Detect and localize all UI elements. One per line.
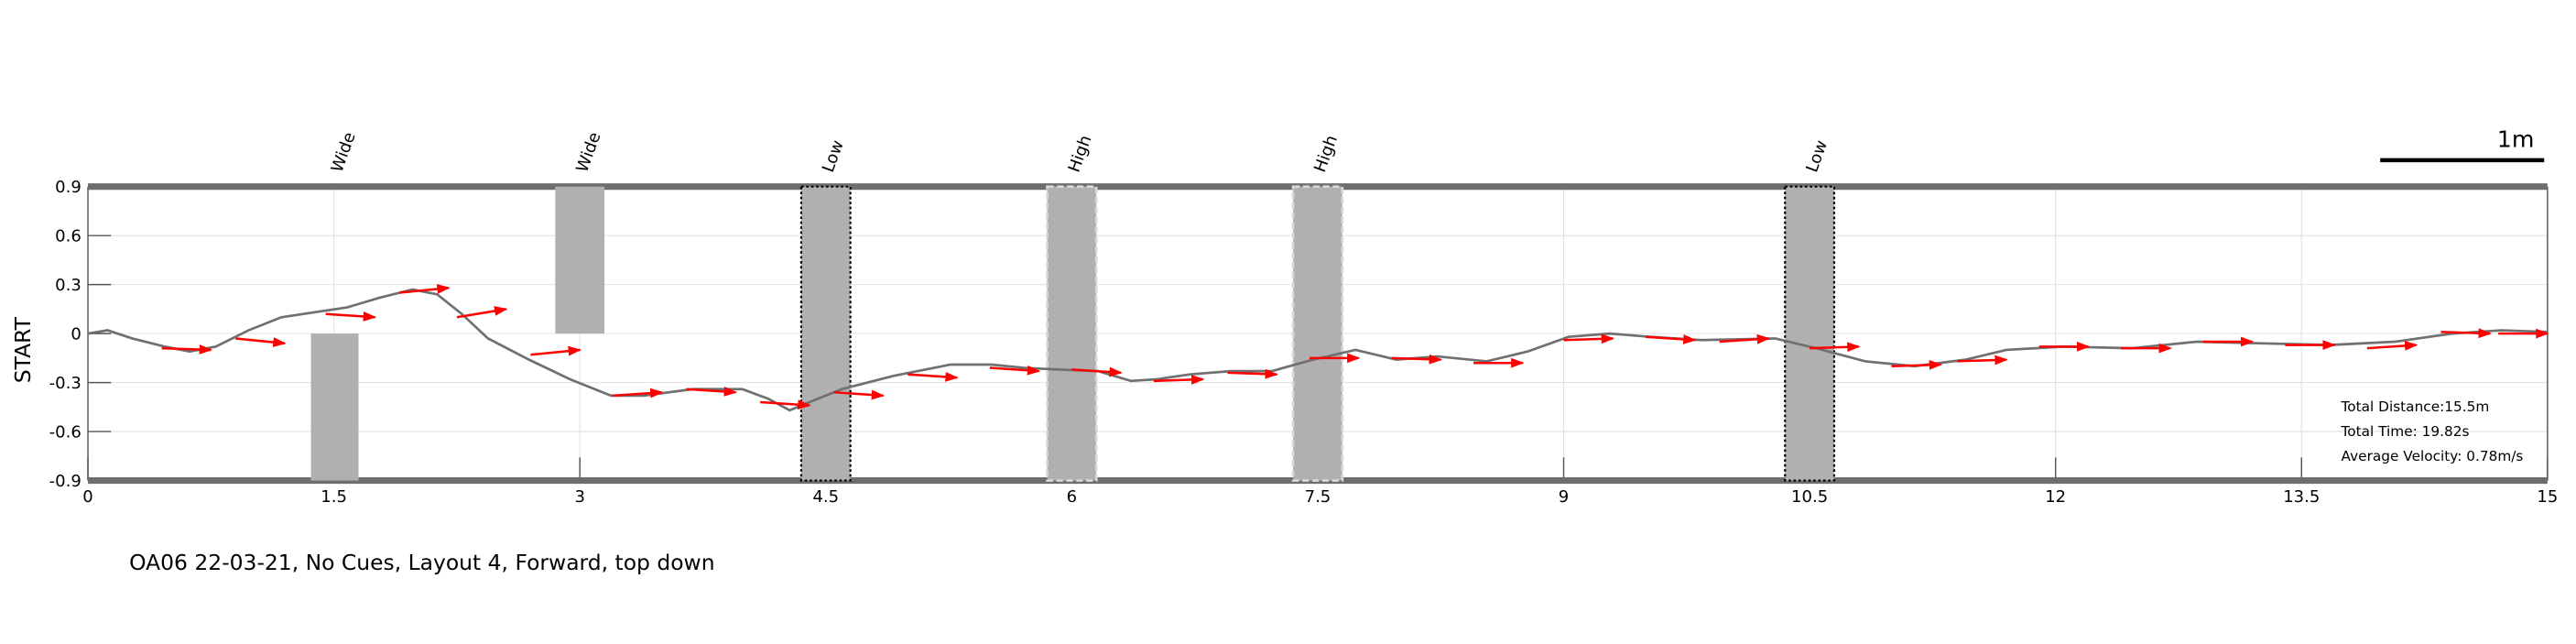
x-tick-label: 10.5 [1791, 487, 1828, 507]
heading-arrow [325, 311, 377, 322]
heading-arrow [1891, 359, 1943, 370]
x-tick-label: 1.5 [321, 487, 347, 507]
x-tick-label: 9 [1559, 487, 1569, 507]
y-tick-label: 0.9 [55, 178, 82, 197]
stat: Total Distance:15.5m [2341, 398, 2490, 415]
caption: OA06 22-03-21, No Cues, Layout 4, Forwar… [129, 550, 714, 575]
heading-arrow [161, 344, 213, 355]
y-tick-label: 0.3 [55, 276, 82, 295]
heading-arrow [833, 389, 886, 400]
stat: Total Time: 19.82s [2341, 423, 2470, 440]
obstacle [1046, 185, 1098, 482]
x-tick-label: 6 [1067, 487, 1077, 507]
y-tick-label: -0.3 [49, 374, 82, 393]
heading-arrow [1391, 354, 1443, 365]
scale-bar-label: 1m [2497, 126, 2535, 152]
obstacle-label: High [1310, 133, 1342, 175]
y-tick-label: 0 [71, 324, 81, 344]
x-tick-label: 7.5 [1305, 487, 1331, 507]
heading-arrow [1563, 333, 1615, 344]
obstacle-label: Wide [572, 130, 604, 175]
heading-arrow [1957, 355, 2008, 366]
x-tick-label: 15 [2537, 487, 2558, 507]
x-tick-label: 4.5 [812, 487, 839, 507]
heading-arrow [1071, 366, 1123, 377]
heading-arrow [989, 365, 1041, 376]
x-tick-label: 13.5 [2283, 487, 2320, 507]
heading-arrow [1810, 342, 1861, 353]
y-tick-label: -0.6 [49, 422, 82, 442]
heading-arrow [2366, 341, 2418, 351]
heading-arrow [1645, 334, 1697, 344]
heading-arrow [235, 337, 287, 347]
heading-arrow [1227, 368, 1278, 379]
x-tick-label: 12 [2045, 487, 2066, 507]
obstacle [1784, 185, 1836, 482]
obstacle-label: Wide [328, 130, 360, 175]
heading-arrow [1719, 333, 1771, 344]
y-tick-label: 0.6 [55, 226, 82, 246]
heading-arrow [686, 387, 738, 397]
obstacle-label: Low [1802, 137, 1831, 175]
heading-arrow [612, 387, 664, 398]
obstacle [799, 185, 852, 482]
heading-arrow [456, 306, 508, 319]
heading-arrow [908, 372, 959, 382]
heading-arrow [530, 345, 582, 356]
obstacle [555, 186, 605, 334]
y-axis-label: START [10, 316, 36, 383]
stat: Average Velocity: 0.78m/s [2342, 448, 2524, 464]
obstacle [1291, 185, 1344, 482]
x-tick-label: 0 [82, 487, 92, 507]
heading-arrow [1153, 375, 1205, 385]
heading-arrow [399, 284, 451, 294]
heading-arrow [2440, 328, 2492, 339]
obstacle-label: High [1065, 133, 1096, 175]
obstacle-label: Low [819, 137, 848, 175]
y-tick-label: -0.9 [49, 472, 82, 491]
x-tick-label: 3 [574, 487, 584, 507]
heading-arrow [760, 399, 811, 410]
obstacle [310, 333, 359, 481]
